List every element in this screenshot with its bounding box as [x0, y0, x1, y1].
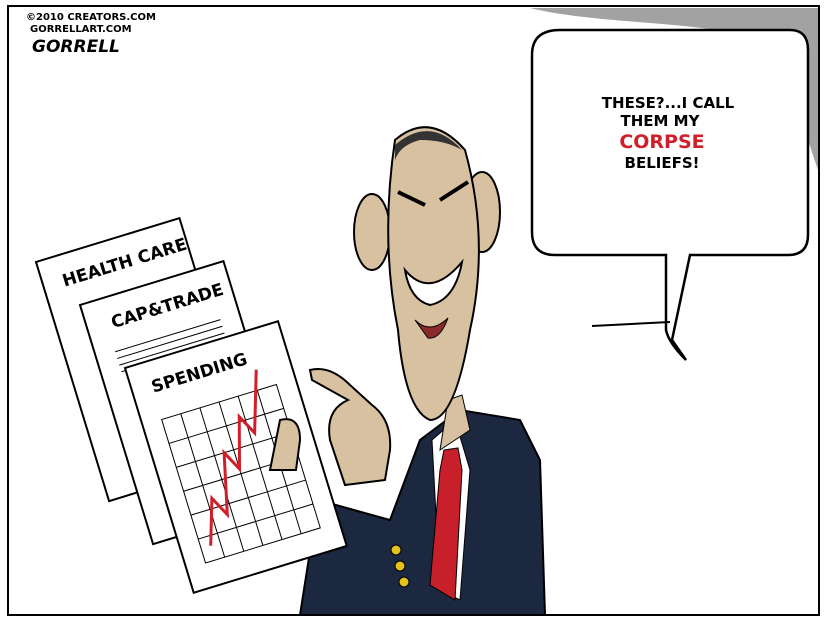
grin [403, 258, 464, 307]
brows [397, 180, 470, 207]
speech-line: BELIEFS! [625, 154, 700, 172]
speech-emphasis: CORPSE [619, 131, 704, 153]
signature: GORRELL [32, 37, 120, 57]
holding-hand [268, 418, 302, 471]
mouth [414, 317, 449, 339]
bubble-tail-line [591, 321, 671, 327]
paper: SPENDING [123, 319, 348, 594]
ear [353, 193, 391, 271]
hair [395, 131, 462, 160]
speech-line: THEM MY [621, 112, 701, 130]
cuff-buttons [390, 544, 410, 588]
pointing-hand [308, 368, 392, 487]
speech-bubble [530, 28, 810, 361]
tie [429, 447, 463, 601]
speech-line: THESE?...I CALL [602, 94, 735, 112]
sky-hatching [530, 8, 818, 170]
paper-trend-line [209, 369, 258, 546]
copyright: ©2010 CREATORS.COM [26, 12, 156, 23]
website: GORRELLART.COM [30, 24, 132, 35]
